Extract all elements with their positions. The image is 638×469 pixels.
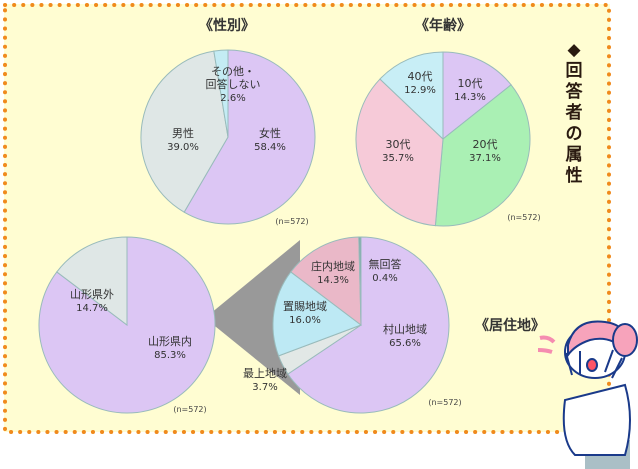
slice-name-label: 回答しない xyxy=(206,77,261,91)
slice-value-label: 0.4% xyxy=(372,273,397,284)
slice-value-label: 14.3% xyxy=(317,275,349,286)
slice-value-label: 58.4% xyxy=(254,142,286,153)
pie-slice xyxy=(213,49,229,138)
pie-slice xyxy=(442,51,512,141)
slice-value-label: 14.7% xyxy=(76,303,108,314)
slice-name-label: 男性 xyxy=(172,126,194,140)
slice-value-label: 16.0% xyxy=(289,315,321,326)
slice-name-label: 40代 xyxy=(408,70,433,83)
title-gender: 《性別》 xyxy=(199,17,255,34)
pie-slice xyxy=(434,84,531,227)
slice-name-label: 女性 xyxy=(259,126,281,140)
slice-name-label: 村山地域 xyxy=(383,322,427,336)
side-title: ◆回答者の属性 xyxy=(565,40,583,186)
pie-slice xyxy=(140,50,229,213)
pie-slice xyxy=(56,236,128,327)
slice-value-label: 65.6% xyxy=(389,338,421,349)
pie-slice xyxy=(358,236,362,326)
pie-slice xyxy=(287,236,450,414)
slice-value-label: 12.9% xyxy=(404,85,436,96)
pie-slices xyxy=(38,49,531,414)
note-age: (n=572) xyxy=(507,213,540,222)
slice-value-label: 14.3% xyxy=(454,92,486,103)
pie-slice xyxy=(355,78,444,227)
pie-slice xyxy=(183,49,316,225)
slice-name-label: 置賜地域 xyxy=(283,300,327,313)
note-region: (n=572) xyxy=(428,398,461,407)
slice-value-label: 39.0% xyxy=(167,142,199,153)
slice-name-label: 山形県外 xyxy=(70,288,114,301)
title-residence: 《居住地》 xyxy=(475,317,545,334)
slice-value-label: 37.1% xyxy=(469,153,501,164)
slice-name-label: 10代 xyxy=(458,77,483,90)
person-illustration xyxy=(537,320,638,469)
note-gender: (n=572) xyxy=(275,217,308,226)
pie-slice xyxy=(272,271,363,357)
connector-wedge xyxy=(205,240,300,395)
slice-name-label: 無回答 xyxy=(369,257,402,271)
slice-name-label: 20代 xyxy=(473,138,498,151)
slice-value-label: 85.3% xyxy=(154,350,186,361)
pie-slice xyxy=(379,51,444,141)
title-age: 《年齢》 xyxy=(415,17,471,34)
slice-name-label: 庄内地域 xyxy=(311,259,355,273)
slice-name-label: その他・ xyxy=(211,65,255,78)
slice-name-label: 最上地域 xyxy=(243,367,287,380)
slice-value-label: 35.7% xyxy=(382,153,414,164)
pie-slice xyxy=(290,236,362,327)
slice-value-label: 3.7% xyxy=(252,382,277,393)
note-prefecture: (n=572) xyxy=(173,405,206,414)
slice-name-label: 30代 xyxy=(386,138,411,151)
dotted-border xyxy=(3,3,611,434)
slice-name-label: 山形県内 xyxy=(148,334,192,348)
slice-value-label: 2.6% xyxy=(220,93,245,104)
